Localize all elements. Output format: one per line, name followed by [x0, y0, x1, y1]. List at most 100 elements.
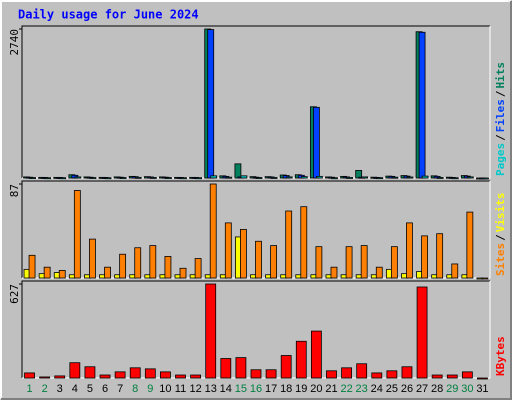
bar [99, 374, 111, 379]
bar [205, 283, 217, 379]
legend-entry: Visits [494, 193, 507, 233]
bar [89, 238, 96, 279]
x-tick-label: 18 [280, 383, 292, 395]
bar [165, 177, 172, 179]
bar [356, 363, 368, 379]
bar [224, 222, 232, 279]
x-tick-label: 4 [72, 383, 78, 395]
panel-edge-dark [21, 180, 490, 278]
bar [431, 374, 443, 379]
bar [300, 206, 308, 279]
bar [360, 245, 368, 279]
bar [24, 372, 35, 379]
bar [375, 266, 383, 279]
legend-separator: / [494, 134, 507, 141]
x-tick-label: 3 [57, 383, 63, 395]
bar [326, 370, 337, 379]
bar [255, 240, 262, 279]
x-tick-label: 19 [295, 383, 307, 395]
bar [235, 357, 247, 379]
bar [119, 253, 127, 279]
x-tick-label: 23 [356, 383, 368, 395]
x-tick-label: 20 [310, 383, 322, 395]
legend-entry: KBytes [494, 336, 507, 376]
bar [341, 367, 352, 379]
bar [482, 177, 489, 180]
bar [73, 190, 81, 279]
x-tick-label: 2 [42, 383, 48, 395]
bar [421, 235, 428, 279]
bar [285, 176, 293, 179]
bar [461, 371, 473, 379]
x-tick-label: 28 [431, 383, 443, 395]
legend-entry: Pages [494, 143, 507, 176]
bar [43, 266, 51, 279]
bar [401, 366, 413, 379]
bar [280, 355, 292, 379]
bar [361, 176, 369, 179]
bar [436, 177, 444, 179]
bar [119, 177, 127, 179]
bar [477, 377, 488, 380]
bar [331, 177, 338, 180]
panel-edge-dark [21, 25, 490, 178]
bar [255, 177, 263, 179]
bar [164, 255, 172, 279]
bar [195, 177, 203, 180]
x-tick-label: 5 [87, 383, 93, 395]
bar [312, 106, 320, 179]
panel [22, 281, 490, 378]
bar [210, 175, 218, 179]
bar [179, 267, 187, 279]
bar [114, 371, 126, 379]
bar [225, 176, 233, 179]
y-tick-label: 627 [8, 284, 21, 304]
legend: KBytes [494, 336, 507, 376]
bar [134, 176, 142, 179]
legend: Sites /Visits [494, 193, 507, 277]
bar [129, 367, 141, 379]
legend-separator: / [494, 234, 507, 241]
x-tick-label: 12 [189, 383, 201, 395]
x-tick-label: 22 [340, 383, 352, 395]
x-tick-label: 10 [159, 383, 171, 395]
bar [345, 246, 353, 279]
bar [207, 29, 215, 179]
bar [144, 368, 156, 379]
bar [29, 177, 36, 179]
bar [74, 176, 82, 179]
bar [175, 374, 186, 379]
bar [160, 371, 171, 379]
legend-entry: Files [494, 99, 507, 132]
x-tick-label: 14 [220, 383, 232, 395]
bar [416, 286, 428, 379]
bar [39, 376, 51, 379]
bar [234, 163, 242, 179]
bar [240, 228, 247, 279]
bar [190, 374, 202, 379]
x-tick-label: 21 [325, 383, 337, 395]
panel [22, 26, 490, 178]
bar [418, 31, 426, 179]
bar [270, 245, 277, 279]
bar [436, 233, 444, 279]
bar [406, 176, 414, 179]
chart-title: Daily usage for June 2024 [18, 8, 199, 22]
bar [376, 177, 384, 180]
bar [250, 369, 262, 379]
bar [315, 246, 323, 279]
bar [285, 210, 293, 279]
bar [391, 176, 399, 179]
bar [194, 258, 202, 279]
x-tick-label: 25 [386, 383, 398, 395]
bar [28, 254, 36, 279]
x-tick-label: 15 [235, 383, 247, 395]
x-tick-label: 30 [461, 383, 473, 395]
bar [180, 177, 187, 180]
bar [84, 366, 96, 379]
panel-edge-dark [21, 280, 490, 378]
bar [59, 177, 67, 180]
